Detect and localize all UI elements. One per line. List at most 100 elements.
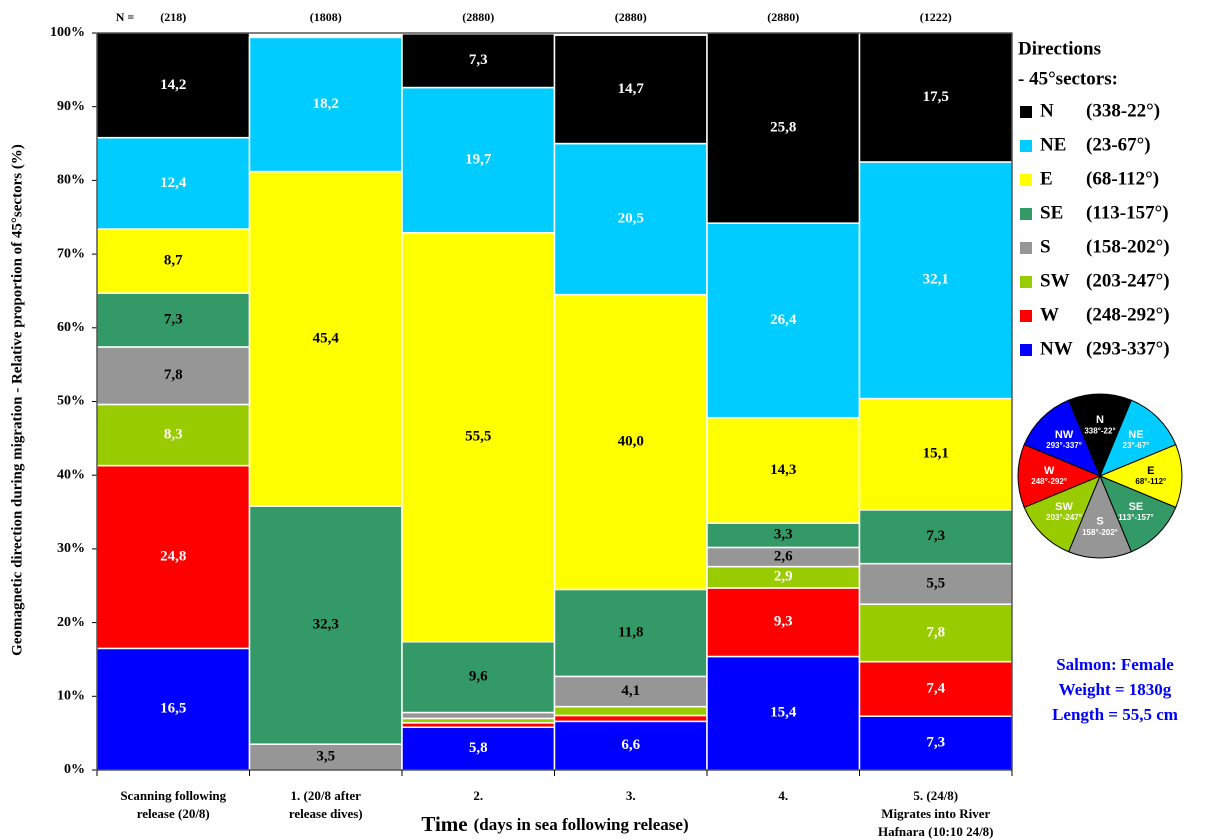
value-label: 6,6 (621, 737, 640, 753)
value-label: 40,0 (618, 433, 644, 449)
value-label: 19,7 (465, 152, 492, 168)
annotation: Salmon: Female (1056, 655, 1174, 674)
value-label: 11,8 (618, 624, 643, 640)
pie-sector (1099, 399, 1177, 477)
value-label: 7,3 (926, 735, 945, 751)
bar-segment (248, 170, 403, 507)
pie-sector (1098, 443, 1183, 509)
bar-segment (858, 603, 1013, 663)
bar-segment (553, 34, 708, 145)
bar-segment (401, 711, 556, 720)
x-tick-label: 3. (625, 788, 636, 803)
legend-range: (23-67°) (1086, 134, 1151, 155)
legend-range: (68-112°) (1086, 168, 1159, 189)
bar-segment (553, 588, 708, 678)
legend-name: NW (1040, 338, 1073, 359)
value-label: 12,4 (160, 175, 187, 191)
pie-sector (1099, 475, 1177, 553)
bar-segment (553, 705, 708, 717)
bar-segment (858, 161, 1013, 400)
bar-segment (553, 142, 708, 296)
pie-range: 293°-337° (1046, 441, 1082, 450)
pie-name: W (1044, 465, 1055, 477)
value-label: 14,2 (160, 77, 186, 93)
pie-sector (1017, 443, 1102, 509)
value-label: 26,4 (770, 312, 797, 328)
bar-segment (858, 32, 1013, 163)
value-label: 15,1 (923, 446, 949, 462)
y-tick-label: 90% (57, 99, 85, 114)
value-label: 7,3 (164, 311, 183, 327)
value-label: 18,2 (313, 96, 339, 112)
legend-range: (203-247°) (1086, 270, 1170, 291)
bar-segment (401, 641, 556, 714)
value-label: 7,8 (164, 367, 183, 383)
value-label: 7,3 (469, 52, 488, 68)
bar-segment (706, 522, 861, 549)
value-label: 3,5 (316, 749, 335, 765)
n-count: (1808) (310, 10, 342, 24)
x-tick-label: Scanning following release (20/8) (120, 788, 227, 821)
value-label: 8,7 (164, 253, 183, 269)
bar-segment (96, 464, 251, 650)
value-label: 32,1 (923, 272, 949, 288)
legend-swatch (1020, 344, 1032, 356)
x-tick-label: 2. (473, 788, 484, 803)
value-label: 7,4 (926, 680, 945, 696)
value-label: 55,5 (465, 429, 491, 445)
legend-range: (158-202°) (1086, 236, 1170, 257)
legend-range: (248-292°) (1086, 304, 1170, 325)
pie-name: N (1096, 414, 1104, 426)
legend-range: (338-22°) (1086, 100, 1160, 121)
value-label: 4,1 (621, 683, 640, 699)
bar-segment (248, 36, 403, 173)
bar-segment (553, 293, 708, 591)
legend-name: N (1040, 100, 1054, 121)
pie-range: 158°-202° (1082, 528, 1118, 537)
bar-segment (96, 346, 251, 406)
y-tick-label: 30% (57, 541, 85, 556)
value-label: 5,8 (469, 740, 488, 756)
bar-segment (706, 416, 861, 524)
pie-name: NE (1128, 429, 1143, 441)
value-label: 32,3 (313, 617, 339, 633)
y-tick-label: 50% (57, 394, 85, 409)
value-label: 45,4 (313, 330, 340, 346)
pie-name: E (1147, 465, 1154, 477)
x-axis-label-main: Time (421, 812, 467, 836)
legend-swatch (1020, 310, 1032, 322)
value-label: 2,6 (774, 548, 793, 564)
plot-frame (96, 32, 1013, 771)
legend-swatch (1020, 242, 1032, 254)
y-tick-label: 40% (57, 467, 85, 482)
legend-title: Directions (1018, 38, 1101, 59)
y-tick-label: 60% (57, 320, 85, 335)
value-label: 16,5 (160, 701, 186, 717)
pie-range: 338°-22° (1084, 426, 1115, 435)
n-count: (2880) (462, 10, 494, 24)
value-label: 20,5 (618, 211, 644, 227)
value-label: 2,9 (774, 569, 793, 585)
value-label: 8,3 (164, 426, 183, 442)
bar-segment (401, 86, 556, 234)
legend-range: (113-157°) (1086, 202, 1169, 223)
legend-name: E (1040, 168, 1053, 189)
value-label: 25,8 (770, 120, 796, 136)
value-label: 14,3 (770, 462, 796, 478)
pie-sector (1023, 399, 1101, 477)
bar-segment (96, 292, 251, 348)
pie-range: 68°-112° (1135, 477, 1166, 486)
legend-swatch (1020, 208, 1032, 220)
legend-swatch (1020, 276, 1032, 288)
legend-range: (293-337°) (1086, 338, 1170, 359)
value-label: 7,8 (926, 624, 945, 640)
value-label: 3,3 (774, 527, 793, 543)
bar-segment (96, 647, 251, 771)
value-label: 24,8 (160, 548, 186, 564)
value-label: 7,3 (926, 528, 945, 544)
pie-name: SE (1129, 501, 1144, 513)
y-tick-label: 20% (57, 615, 85, 630)
legend-title: - 45°sectors: (1018, 68, 1118, 89)
n-count: (2880) (615, 10, 647, 24)
